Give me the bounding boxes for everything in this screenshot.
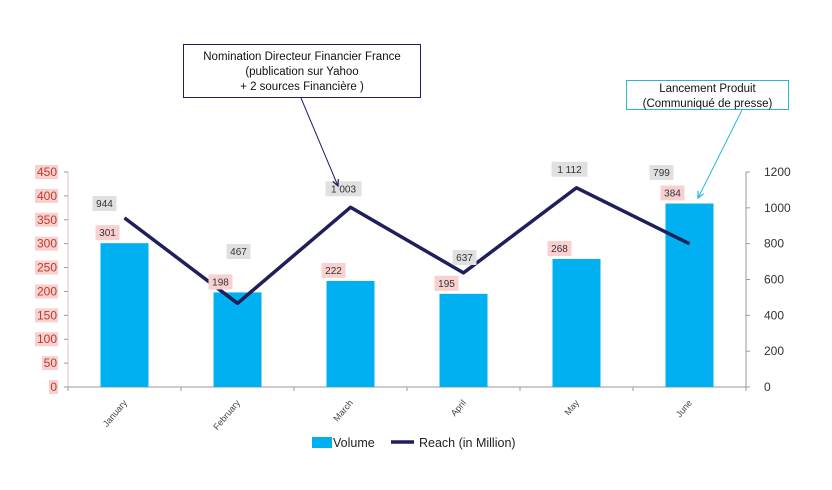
bar-value-label: 268 <box>551 244 568 255</box>
right-tick-label: 400 <box>764 308 784 322</box>
left-tick-label: 450 <box>37 165 57 179</box>
left-tick-label: 0 <box>50 380 57 394</box>
bar <box>665 203 714 387</box>
left-tick-bg <box>35 260 58 275</box>
left-tick-label: 100 <box>37 332 57 346</box>
left-tick-label: 250 <box>37 261 57 275</box>
line-value-label-bg <box>92 196 117 211</box>
right-tick-label: 0 <box>764 380 771 394</box>
right-tick-label: 600 <box>764 273 784 287</box>
line-value-label-bg <box>551 161 588 177</box>
line-value-label-bg <box>325 181 362 197</box>
bar-value-label-bg <box>660 185 685 201</box>
line-value-label-bg <box>226 244 251 259</box>
bar <box>326 280 375 387</box>
bar <box>213 292 262 387</box>
category-label: February <box>211 397 242 431</box>
line-value-label-bg <box>452 250 477 265</box>
category-label: March <box>331 398 355 424</box>
callout-arrow-nomination <box>300 97 339 187</box>
bar-value-label: 301 <box>99 228 116 239</box>
annotation-line: (Communiqué de presse) <box>642 97 773 110</box>
left-tick-bg <box>35 308 58 323</box>
left-tick-bg <box>35 332 58 347</box>
line-value-label: 944 <box>96 199 113 210</box>
callout-arrow-nomination-head <box>332 178 339 188</box>
left-tick-label: 350 <box>37 213 57 227</box>
line-value-label: 799 <box>653 168 670 179</box>
annotation-callout-lancement: Lancement Produit (Communiqué de presse) <box>626 80 789 110</box>
line-value-label: 467 <box>230 247 247 258</box>
left-tick-label: 400 <box>37 189 57 203</box>
bar <box>100 243 149 387</box>
left-tick-bg <box>35 284 58 299</box>
annotation-line: + 2 sources Financière ) <box>240 80 364 93</box>
line-value-label: 1 112 <box>557 165 582 176</box>
category-label: April <box>449 398 468 418</box>
left-tick-bg <box>42 356 58 371</box>
bar <box>439 293 488 387</box>
left-tick-bg <box>35 188 58 203</box>
right-tick-label: 1200 <box>764 165 791 179</box>
left-tick-bg <box>35 212 58 227</box>
annotation-line: Lancement Produit <box>659 83 756 95</box>
bar-value-label-bg <box>547 240 572 256</box>
legend-swatch-volume <box>312 437 332 448</box>
bar <box>552 258 601 387</box>
bar-value-label-bg <box>434 275 459 291</box>
line-value-label: 1 003 <box>331 184 356 195</box>
left-tick-bg <box>35 236 58 251</box>
left-tick-label: 50 <box>44 356 58 370</box>
bar-value-label: 198 <box>212 277 229 288</box>
left-tick-bg <box>49 380 58 394</box>
annotation-line: Nomination Directeur Financier France <box>203 51 401 63</box>
left-tick-label: 300 <box>37 237 57 251</box>
annotation-callout-nomination: Nomination Directeur Financier France (p… <box>183 44 421 98</box>
bar-value-label-bg <box>321 262 346 278</box>
right-tick-label: 200 <box>764 344 784 358</box>
callout-arrow-lancement <box>697 109 743 199</box>
callout-arrow-lancement-head <box>697 190 704 200</box>
left-tick-label: 200 <box>37 284 57 298</box>
left-tick-bg <box>35 165 58 179</box>
bar-value-label-bg <box>208 274 233 290</box>
left-tick-label: 150 <box>37 308 57 322</box>
right-tick-label: 800 <box>764 237 784 251</box>
bar-value-label: 222 <box>325 266 342 277</box>
legend-label-volume: Volume <box>333 436 375 450</box>
annotation-line: (publication sur Yahoo <box>245 65 359 78</box>
bar-value-label: 195 <box>438 279 455 290</box>
category-label: June <box>674 398 694 419</box>
category-label: January <box>101 397 130 428</box>
line-value-label: 637 <box>456 253 473 264</box>
legend-label-reach: Reach (in Million) <box>419 436 516 450</box>
bar-value-label: 384 <box>664 189 681 200</box>
line-value-label-bg <box>649 165 674 180</box>
category-label: May <box>562 397 581 417</box>
bar-value-label-bg <box>95 225 120 241</box>
right-tick-label: 1000 <box>764 201 791 215</box>
